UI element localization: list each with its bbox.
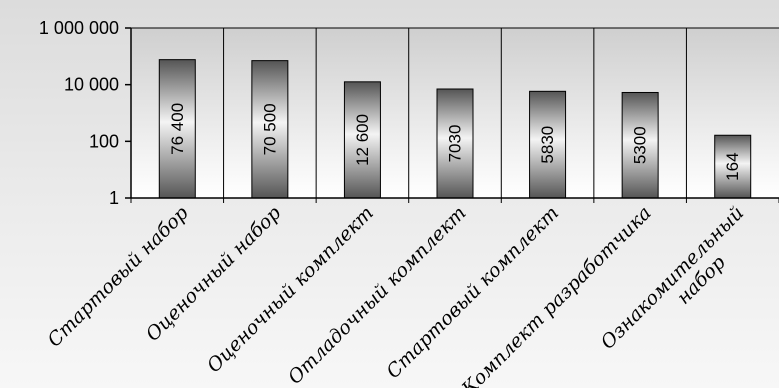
bar-data-label: 7030 — [446, 125, 465, 163]
bar-data-label: 70 500 — [260, 103, 279, 155]
bar — [436, 88, 474, 199]
bar-data-label: 76 400 — [168, 103, 187, 155]
y-tick-label: 10 000 — [64, 75, 119, 95]
x-category-label: Оценочный комплект — [203, 202, 378, 377]
y-tick-labels: 1 100 10 000 1 000 000 — [39, 18, 119, 208]
bar — [158, 59, 196, 199]
bar-data-label: 5830 — [538, 126, 557, 164]
x-category-label: Отладочный комплект — [284, 202, 471, 388]
axes — [125, 27, 779, 203]
bar — [621, 91, 659, 199]
grid-lines — [131, 27, 779, 198]
x-category-label: Стартовый комплект — [382, 202, 563, 383]
x-category-label: Комплект разработчика — [457, 202, 656, 388]
bar-data-label: 164 — [723, 152, 742, 180]
bar-data-label: 12 600 — [353, 114, 372, 166]
bars: 76 400 70 500 12 600 7030 5830 5300 164 — [158, 59, 752, 199]
y-tick-label: 1 — [109, 188, 119, 208]
bar — [714, 134, 752, 199]
bar — [529, 90, 567, 199]
y-tick-label: 100 — [89, 131, 119, 151]
bar-data-label: 5300 — [631, 126, 650, 164]
y-tick-label: 1 000 000 — [39, 18, 119, 38]
